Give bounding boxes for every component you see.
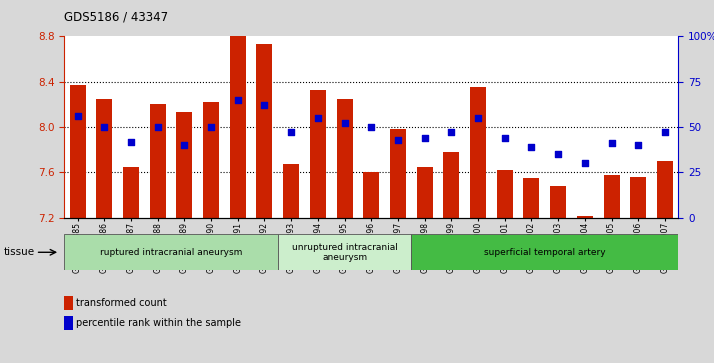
Point [286,130,297,135]
Bar [69,85,86,218]
Point [232,97,243,103]
Point [125,139,136,144]
Bar [577,216,593,218]
Bar [657,161,673,218]
Bar [603,175,620,218]
Bar [417,167,433,218]
Point [499,135,511,141]
Bar [411,234,678,270]
Point [392,137,403,143]
Point [206,124,217,130]
Bar [150,105,166,218]
Bar [310,90,326,218]
Bar [96,99,112,218]
Text: percentile rank within the sample: percentile rank within the sample [76,318,241,328]
Text: superficial temporal artery: superficial temporal artery [484,248,605,257]
Bar [550,186,566,218]
Point [178,142,190,148]
Point [579,160,590,166]
Text: ruptured intracranial aneurysm: ruptured intracranial aneurysm [100,248,242,257]
Bar [283,164,299,218]
Bar [256,44,273,218]
Bar [230,36,246,218]
Bar [497,170,513,218]
Point [526,144,537,150]
Point [553,151,564,157]
Point [72,113,84,119]
Point [312,115,323,121]
Bar [630,177,646,218]
Bar [336,99,353,218]
Point [606,140,618,146]
Text: transformed count: transformed count [76,298,166,308]
Text: GDS5186 / 43347: GDS5186 / 43347 [64,11,169,24]
Bar [64,234,278,270]
Point [99,124,110,130]
Bar [363,172,379,218]
Bar [278,234,411,270]
Bar [470,87,486,218]
Point [339,121,351,126]
Bar [123,167,139,218]
Point [258,102,270,108]
Point [633,142,644,148]
Point [446,130,457,135]
Point [419,135,431,141]
Bar [523,178,540,218]
Point [366,124,377,130]
Bar [176,112,192,218]
Point [152,124,164,130]
Point [659,130,670,135]
Text: tissue: tissue [4,247,35,257]
Text: unruptured intracranial
aneurysm: unruptured intracranial aneurysm [291,242,398,262]
Bar [390,129,406,218]
Bar [203,102,219,218]
Bar [443,152,459,218]
Point [473,115,484,121]
